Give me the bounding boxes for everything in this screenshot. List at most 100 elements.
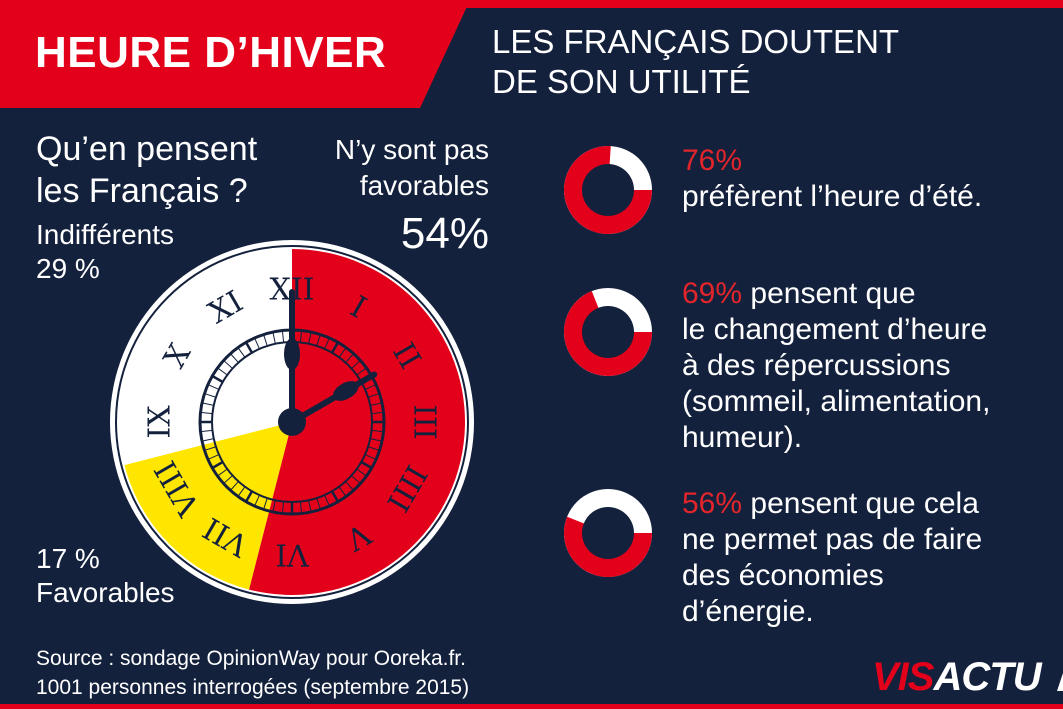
non-favorables-value: 54% [400, 209, 489, 258]
stat-3-line-3: d’énergie. [682, 595, 814, 628]
clock-tick [345, 353, 354, 363]
clock-tick [338, 347, 347, 358]
title-banner-red [0, 0, 470, 108]
pie-slice-3 [119, 249, 293, 466]
clock-tick [204, 393, 217, 398]
favorables-label: Favorables [36, 577, 175, 608]
clock-tick [299, 330, 303, 343]
favorables-value: 17 % [36, 543, 100, 574]
clock-tick [330, 490, 340, 503]
clock-tick [201, 438, 214, 442]
favorables-label-group: 17 % Favorables [36, 542, 175, 610]
logo-part-2: ACTU [933, 655, 1041, 699]
clock-tick [367, 446, 380, 451]
clock-center [278, 408, 306, 436]
stat-3-line-2: des économies [682, 559, 884, 592]
question-line-1: Qu’en pensent [36, 130, 258, 168]
source-line-1: Source : sondage OpinionWay pour Ooreka.… [36, 647, 466, 670]
non-favorables-line-2: favorables [359, 170, 489, 201]
donut-3-hole [582, 507, 634, 559]
subtitle-line-1: LES FRANÇAIS DOUTENT [492, 23, 900, 60]
minute-hand-tip [284, 338, 300, 370]
clock-tick [200, 411, 213, 415]
clock-tick [244, 490, 254, 503]
clock-tick [281, 501, 285, 514]
clock-tick [237, 486, 246, 497]
clock-tick [263, 334, 268, 347]
non-favorables-line-1: N’y sont pas [334, 134, 489, 165]
donut-chart-3 [564, 489, 652, 577]
question-text: Qu’en pensent les Français ? [36, 128, 257, 212]
clock-tick [351, 475, 361, 484]
donut-chart-2 [564, 288, 652, 376]
clock-tick [345, 481, 354, 491]
non-favorables-label: N’y sont pas favorables [335, 132, 489, 204]
clock-tick [370, 438, 383, 442]
donut-2-hole [582, 306, 634, 358]
clock-tick [308, 500, 312, 513]
clock-tick [217, 367, 228, 376]
stat-2: 69% pensent que le changement d’heure à … [682, 276, 990, 456]
stat-2-line-3: (sommeil, alimentation, [682, 385, 991, 418]
stat-2-line-2: à des répercussions [682, 349, 951, 382]
stat-2-pct: 69% [682, 277, 743, 310]
stat-3-first-rest: pensent que cela [750, 487, 979, 520]
visactu-logo: VISACTU [872, 655, 1063, 700]
bottom-red-bar [0, 704, 1063, 709]
clock-tick [201, 402, 214, 406]
clock-tick [263, 497, 268, 510]
indifferents-value: 29 % [36, 253, 100, 284]
question-line-2: les Français ? [36, 172, 248, 210]
clock-rim-line [115, 245, 469, 599]
source-note: Source : sondage OpinionWay pour Ooreka.… [36, 644, 469, 702]
stat-1-line-1: préfèrent l’heure d’été. [682, 180, 983, 213]
clock-tick [370, 402, 383, 406]
page-subtitle: LES FRANÇAIS DOUTENT DE SON UTILITÉ [492, 22, 899, 102]
clock-tick [324, 337, 330, 350]
clock-tick [237, 347, 246, 358]
clock-tick [371, 429, 384, 433]
clock-tick [230, 481, 239, 491]
indifferents-label-group: Indifférents 29 % [36, 218, 174, 286]
roman-numeral-10: IX [143, 405, 178, 439]
stat-3-pct: 56% [682, 487, 743, 520]
clock-tick [351, 360, 361, 369]
top-red-bar [0, 0, 1063, 8]
stat-1-pct: 76% [682, 144, 743, 177]
indifferents-label: Indifférents [36, 219, 175, 250]
stat-2-first-rest: pensent que [750, 277, 916, 310]
page-title: HEURE D’HIVER [35, 28, 387, 77]
clock-tick [316, 334, 321, 347]
roman-numeral-4: III [407, 404, 442, 440]
clock-tick [281, 330, 285, 343]
stat-3-line-1: ne permet pas de faire [682, 523, 983, 556]
clock-tick [217, 468, 228, 477]
logo-mark-icon [1056, 672, 1063, 691]
title-banner [0, 0, 470, 108]
clock-tick [200, 429, 213, 433]
clock-tick [338, 486, 347, 497]
clock-tick [330, 341, 340, 354]
clock-tick [364, 384, 377, 390]
clock-tick [356, 367, 367, 376]
clock-tick [371, 411, 384, 415]
clock-tick [207, 384, 220, 390]
source-line-2: 1001 personnes interrogées (septembre 20… [36, 676, 470, 699]
clock-tick [272, 331, 276, 344]
clock-tick [211, 374, 224, 384]
pie-slice-2 [124, 422, 292, 590]
clock-tick [204, 446, 217, 451]
clock-tick [230, 353, 239, 363]
clock-tick [364, 454, 377, 460]
clock-tick [308, 331, 312, 344]
clock-tick [254, 337, 260, 350]
stat-2-line-1: le changement d’heure [682, 313, 988, 346]
clock-tick [299, 501, 303, 514]
clock-tick [316, 497, 321, 510]
hour-hand [289, 371, 378, 425]
clock-tick [244, 341, 254, 354]
clock-tick [272, 500, 276, 513]
stat-3: 56% pensent que cela ne permet pas de fa… [682, 486, 982, 630]
